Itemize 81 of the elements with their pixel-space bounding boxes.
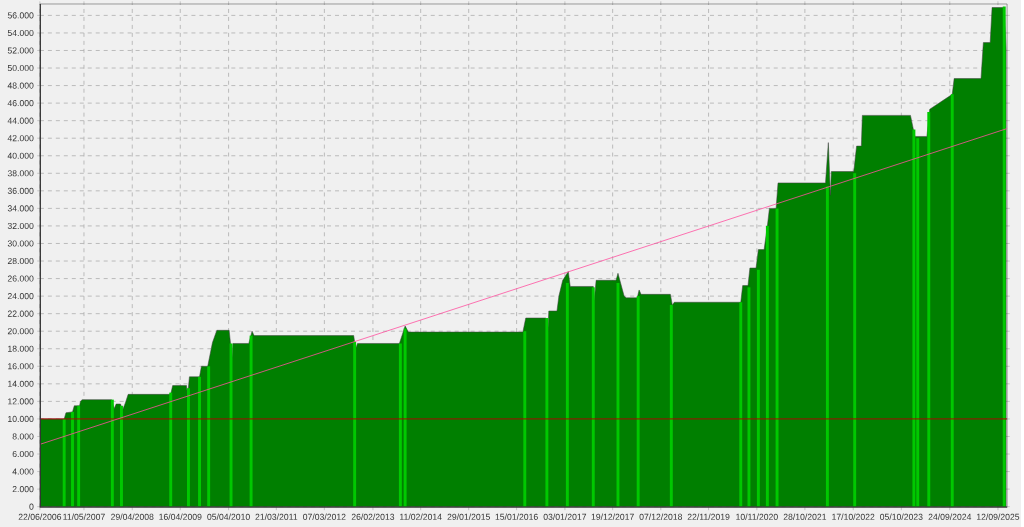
y-tick-label: 50.000 <box>7 64 34 71</box>
bar <box>775 208 779 507</box>
bar <box>1002 6 1006 507</box>
bar <box>927 111 931 507</box>
y-tick-label: 46.000 <box>7 99 34 106</box>
bar <box>353 341 357 507</box>
y-tick-label: 20.000 <box>7 327 34 335</box>
y-tick-label: 22.000 <box>7 310 34 317</box>
y-tick-label: 8.000 <box>12 433 34 440</box>
y-tick-label: 42.000 <box>7 134 34 142</box>
x-tick-label: 05/04/2010 <box>207 513 250 520</box>
x-tick-label: 29/01/2015 <box>447 513 490 520</box>
bar <box>853 173 857 507</box>
x-tick-label: 12/09/2025 <box>976 513 1020 520</box>
x-tick-label: 28/10/2021 <box>783 513 827 520</box>
x-tick-label: 22/06/2006 <box>18 513 62 520</box>
bar <box>545 317 549 507</box>
y-tick-label: 2.000 <box>12 485 34 492</box>
y-tick-label: 48.000 <box>7 82 34 89</box>
x-tick-label: 03/01/2017 <box>543 513 587 520</box>
bar <box>120 405 123 507</box>
x-tick-label: 05/10/2023 <box>880 513 923 520</box>
bar <box>62 418 66 507</box>
y-tick-label: 14.000 <box>8 380 34 387</box>
y-tick-label: 34.000 <box>7 205 34 212</box>
bar <box>403 328 407 507</box>
x-tick-label: 17/10/2022 <box>832 513 875 520</box>
y-tick-label: 0 <box>29 503 34 510</box>
bar <box>77 405 81 507</box>
bar <box>187 387 190 507</box>
y-tick-label: 16.000 <box>8 363 34 370</box>
x-tick-label: 24/09/2024 <box>928 513 972 520</box>
bar <box>398 343 402 507</box>
y-tick-label: 30.000 <box>7 240 34 247</box>
x-tick-label: 11/02/2014 <box>400 513 442 520</box>
bar <box>591 287 595 507</box>
bar <box>229 343 233 507</box>
bar <box>523 330 527 507</box>
y-tick-label: 52.000 <box>7 47 34 54</box>
bar <box>669 304 673 507</box>
bar <box>110 399 114 507</box>
bar <box>747 287 751 507</box>
x-tick-label: 07/03/2012 <box>303 513 346 520</box>
bar <box>207 366 211 507</box>
bar <box>739 302 743 507</box>
x-tick-label: 10/11/2020 <box>736 513 778 520</box>
bar <box>71 411 74 507</box>
y-tick-label: 18.000 <box>8 345 34 352</box>
y-tick-label: 56.000 <box>7 12 34 19</box>
x-tick-label: 16/04/2009 <box>159 513 202 520</box>
y-tick-label: 36.000 <box>7 187 34 194</box>
y-tick-label: 10.000 <box>8 415 34 422</box>
bar <box>912 129 916 507</box>
bar <box>565 282 569 507</box>
x-tick-label: 15/01/2016 <box>495 513 538 520</box>
y-tick-label: 44.000 <box>7 117 34 124</box>
x-tick-label: 11/05/2007 <box>63 513 105 520</box>
y-tick-label: 28.000 <box>7 257 34 264</box>
x-tick-label: 07/12/2018 <box>639 513 683 520</box>
bar <box>765 225 769 507</box>
y-tick-label: 6.000 <box>12 450 34 457</box>
bar <box>825 186 829 507</box>
bar <box>950 94 954 507</box>
y-tick-label: 26.000 <box>7 275 34 282</box>
x-tick-label: 21/03/2011 <box>255 513 298 520</box>
bar <box>198 376 201 507</box>
bar <box>249 335 253 507</box>
x-tick-label: 22/11/2019 <box>687 513 730 520</box>
y-tick-label: 38.000 <box>7 170 34 177</box>
x-tick-label: 29/04/2008 <box>111 513 154 520</box>
y-tick-label: 24.000 <box>7 292 34 299</box>
x-tick-label: 26/02/2013 <box>351 513 395 520</box>
y-tick-label: 54.000 <box>7 29 34 36</box>
y-tick-label: 12.000 <box>8 398 34 405</box>
bar <box>756 269 760 507</box>
y-tick-label: 40.000 <box>7 152 34 159</box>
y-tick-label: 4.000 <box>12 468 34 475</box>
bar <box>636 295 640 507</box>
bar <box>169 392 173 507</box>
x-tick-label: 19/12/2017 <box>591 513 634 520</box>
y-tick-label: 32.000 <box>7 222 34 229</box>
